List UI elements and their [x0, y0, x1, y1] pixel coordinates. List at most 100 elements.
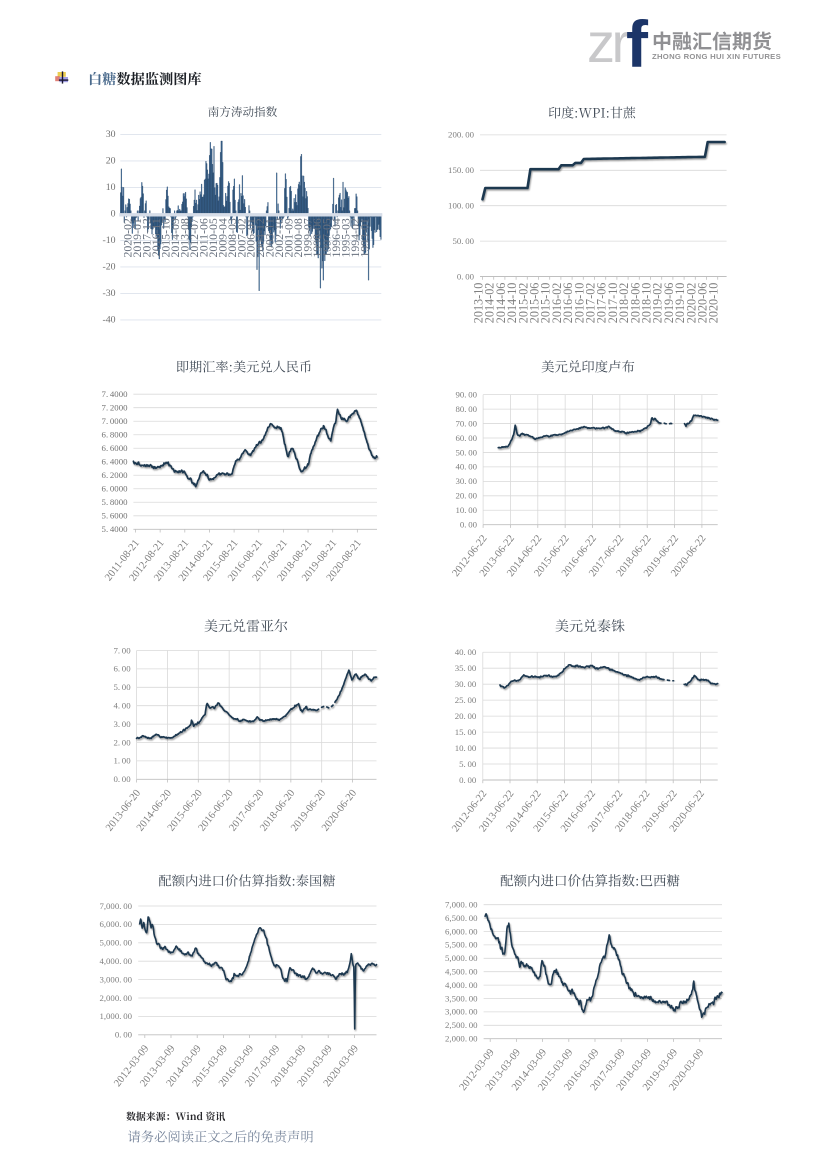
- svg-text:50. 00: 50. 00: [455, 447, 477, 457]
- svg-text:7,000. 00: 7,000. 00: [99, 901, 132, 911]
- svg-text:5. 8000: 5. 8000: [102, 497, 129, 507]
- svg-text:2015-02: 2015-02: [516, 283, 530, 324]
- svg-text:2018-10: 2018-10: [640, 283, 654, 324]
- svg-text:150. 00: 150. 00: [448, 165, 475, 175]
- svg-text:70. 00: 70. 00: [455, 418, 477, 428]
- svg-text:5,000. 00: 5,000. 00: [99, 938, 132, 948]
- svg-text:2018-02: 2018-02: [617, 283, 631, 324]
- svg-text:2008-03: 2008-03: [225, 218, 239, 257]
- svg-text:6. 0000: 6. 0000: [102, 484, 129, 494]
- svg-text:2019-02: 2019-02: [651, 283, 665, 324]
- svg-text:10. 00: 10. 00: [455, 743, 477, 753]
- svg-text:5. 6000: 5. 6000: [102, 511, 129, 521]
- svg-text:2,000. 00: 2,000. 00: [99, 993, 132, 1003]
- svg-text:1993-01: 1993-01: [358, 218, 372, 257]
- svg-text:2019-06: 2019-06: [662, 283, 676, 324]
- svg-text:1. 00: 1. 00: [113, 756, 131, 766]
- svg-text:2017-02: 2017-02: [584, 283, 598, 324]
- svg-text:2002-10: 2002-10: [272, 218, 286, 257]
- svg-text:2014-06: 2014-06: [494, 283, 508, 324]
- svg-text:35. 00: 35. 00: [455, 663, 477, 673]
- svg-text:2016-06: 2016-06: [561, 283, 575, 324]
- svg-text:2020-06: 2020-06: [696, 283, 710, 324]
- svg-text:7. 00: 7. 00: [113, 645, 131, 655]
- svg-text:0: 0: [111, 209, 116, 220]
- svg-text:2009-04: 2009-04: [215, 218, 229, 257]
- svg-text:0. 00: 0. 00: [460, 520, 478, 530]
- svg-text:6. 8000: 6. 8000: [102, 430, 129, 440]
- svg-text:2016-10: 2016-10: [572, 283, 586, 324]
- svg-text:2001-09: 2001-09: [282, 218, 296, 257]
- svg-text:zr: zr: [587, 11, 630, 74]
- svg-text:5,000. 00: 5,000. 00: [445, 953, 478, 963]
- svg-text:3. 00: 3. 00: [113, 719, 131, 729]
- svg-text:2019-10: 2019-10: [673, 283, 687, 324]
- svg-text:30. 00: 30. 00: [455, 476, 477, 486]
- svg-text:0. 00: 0. 00: [113, 774, 131, 784]
- svg-text:5,500. 00: 5,500. 00: [445, 940, 478, 950]
- svg-text:5. 00: 5. 00: [113, 682, 131, 692]
- svg-text:-10: -10: [102, 235, 115, 246]
- svg-text:4,500. 00: 4,500. 00: [445, 967, 478, 977]
- svg-text:4,000. 00: 4,000. 00: [445, 980, 478, 990]
- svg-text:6. 4000: 6. 4000: [102, 457, 129, 467]
- svg-text:40. 00: 40. 00: [455, 462, 477, 472]
- svg-text:10: 10: [106, 182, 116, 193]
- svg-text:2017-12: 2017-12: [139, 218, 153, 257]
- svg-text:100. 00: 100. 00: [448, 201, 475, 211]
- svg-text:2003-11: 2003-11: [263, 218, 277, 257]
- svg-text:3,500. 00: 3,500. 00: [445, 993, 478, 1003]
- svg-text:-30: -30: [102, 288, 115, 299]
- svg-text:2007-02: 2007-02: [234, 218, 248, 257]
- svg-text:f: f: [626, 7, 649, 81]
- svg-text:4,000. 00: 4,000. 00: [99, 956, 132, 966]
- svg-text:2012-07: 2012-07: [187, 218, 201, 257]
- svg-text:2. 00: 2. 00: [113, 737, 131, 747]
- svg-text:90. 00: 90. 00: [455, 389, 477, 399]
- svg-text:0. 00: 0. 00: [115, 1030, 133, 1040]
- svg-text:2000-08: 2000-08: [291, 218, 305, 257]
- svg-text:1994-02: 1994-02: [348, 218, 362, 257]
- svg-text:7. 4000: 7. 4000: [102, 389, 129, 399]
- svg-text:2006-01: 2006-01: [244, 218, 258, 257]
- svg-text:2013-08: 2013-08: [177, 218, 191, 257]
- svg-text:2004-12: 2004-12: [253, 218, 267, 257]
- svg-text:20: 20: [106, 156, 116, 167]
- svg-text:2020-02: 2020-02: [121, 218, 135, 257]
- svg-text:6,000. 00: 6,000. 00: [99, 919, 132, 929]
- svg-text:2015-10: 2015-10: [158, 218, 172, 257]
- svg-text:2020-02: 2020-02: [684, 283, 698, 324]
- svg-text:6,000. 00: 6,000. 00: [445, 926, 478, 936]
- svg-text:-40: -40: [102, 315, 115, 326]
- svg-text:15. 00: 15. 00: [455, 727, 477, 737]
- svg-text:1997-05: 1997-05: [320, 218, 334, 257]
- svg-text:5. 4000: 5. 4000: [102, 524, 129, 534]
- svg-text:2014-09: 2014-09: [168, 218, 182, 257]
- svg-text:30. 00: 30. 00: [455, 679, 477, 689]
- svg-text:1999-07: 1999-07: [301, 218, 315, 257]
- svg-text:6. 2000: 6. 2000: [102, 470, 129, 480]
- svg-text:10. 00: 10. 00: [455, 505, 477, 515]
- svg-text:2017-10: 2017-10: [606, 283, 620, 324]
- svg-text:2010-05: 2010-05: [206, 218, 220, 257]
- svg-text:30: 30: [106, 129, 116, 140]
- svg-text:1996-04: 1996-04: [329, 218, 343, 257]
- svg-text:2016-11: 2016-11: [149, 218, 163, 257]
- svg-text:6,500. 00: 6,500. 00: [445, 913, 478, 923]
- svg-text:7. 2000: 7. 2000: [102, 403, 129, 413]
- svg-text:2,500. 00: 2,500. 00: [445, 1020, 478, 1030]
- svg-text:1995-03: 1995-03: [339, 218, 353, 257]
- svg-text:3,000. 00: 3,000. 00: [445, 1007, 478, 1017]
- svg-text:7,000. 00: 7,000. 00: [445, 900, 478, 910]
- svg-text:2018-06: 2018-06: [628, 283, 642, 324]
- svg-text:2011-06: 2011-06: [196, 218, 210, 257]
- svg-text:ZHONG RONG HUI XIN FUTURES: ZHONG RONG HUI XIN FUTURES: [652, 52, 781, 61]
- svg-text:2014-10: 2014-10: [505, 283, 519, 324]
- svg-text:1998-06: 1998-06: [310, 218, 324, 257]
- svg-text:4. 00: 4. 00: [113, 701, 131, 711]
- svg-text:50. 00: 50. 00: [452, 236, 474, 246]
- svg-text:200. 00: 200. 00: [448, 130, 475, 140]
- svg-text:20. 00: 20. 00: [455, 711, 477, 721]
- svg-text:-20: -20: [102, 262, 115, 273]
- svg-text:2020-10: 2020-10: [707, 283, 721, 324]
